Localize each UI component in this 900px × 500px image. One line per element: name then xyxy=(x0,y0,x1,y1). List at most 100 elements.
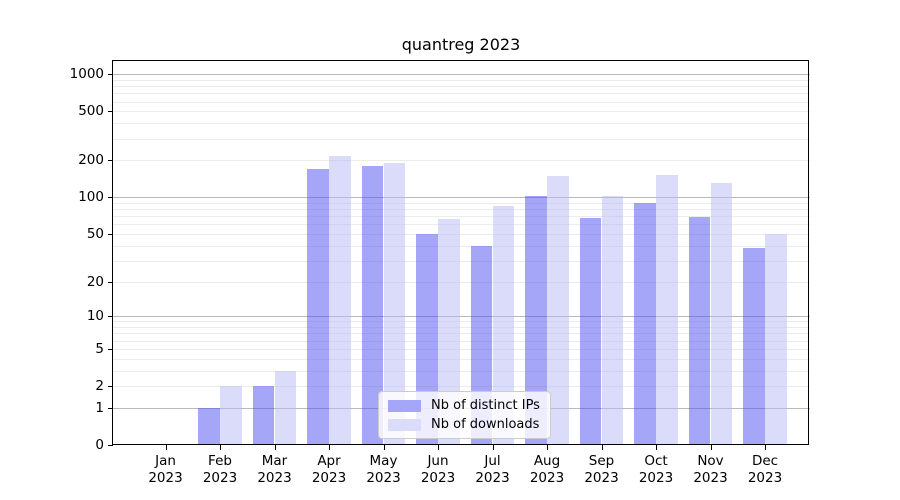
gridline-minor-6 xyxy=(112,340,810,342)
gridline-minor-3 xyxy=(112,370,810,372)
bar-downloads-jun xyxy=(438,219,460,445)
gridline-minor-9 xyxy=(112,321,810,323)
x-tick-jan xyxy=(165,445,167,450)
bar-downloads-apr xyxy=(329,155,351,445)
gridline-minor-700 xyxy=(112,93,810,95)
x-tick-aug xyxy=(547,445,548,450)
x-tick-label-feb: Feb 2023 xyxy=(202,453,238,486)
y-tick-label-50: 50 xyxy=(86,225,104,242)
gridline-minor-2 xyxy=(112,386,810,387)
bar-downloads-nov xyxy=(710,183,733,445)
gridline-minor-5 xyxy=(112,348,810,350)
x-tick-label-aug: Aug 2023 xyxy=(529,453,565,486)
bar-ips-sep xyxy=(579,217,602,445)
y-tick-label-10: 10 xyxy=(86,308,104,325)
x-tick-label-oct: Oct 2023 xyxy=(638,453,674,486)
y-tick-10 xyxy=(107,316,113,318)
x-tick-jul xyxy=(492,445,494,450)
bar-ips-aug xyxy=(525,195,547,445)
gridline-minor-400 xyxy=(112,123,810,125)
y-tick-5 xyxy=(107,348,113,350)
gridline-minor-8 xyxy=(112,327,810,328)
y-tick-label-20: 20 xyxy=(86,273,104,290)
x-tick-nov xyxy=(710,445,712,450)
y-tick-0 xyxy=(107,445,113,446)
x-tick-label-sep: Sep 2023 xyxy=(584,453,619,486)
y-tick-label-500: 500 xyxy=(78,103,104,120)
gridline-minor-7 xyxy=(112,333,810,335)
x-tick-apr xyxy=(329,445,330,450)
y-tick-200 xyxy=(107,160,113,162)
gridline-minor-20 xyxy=(112,281,810,283)
gridline-major-1000 xyxy=(112,74,810,76)
gridline-minor-300 xyxy=(112,138,810,140)
gridline-minor-800 xyxy=(112,86,810,87)
bar-downloads-mar xyxy=(274,370,297,445)
gridline-minor-500 xyxy=(112,111,810,113)
gridline-minor-4 xyxy=(112,358,810,360)
x-tick-label-mar: Mar 2023 xyxy=(257,453,292,486)
x-tick-label-apr: Apr 2023 xyxy=(311,453,347,486)
x-tick-may xyxy=(383,445,385,450)
x-tick-mar xyxy=(274,445,276,450)
legend-label-ips: Nb of distinct IPs xyxy=(431,398,540,413)
gridline-minor-30 xyxy=(112,260,810,262)
gridline-minor-50 xyxy=(112,233,810,235)
x-tick-label-jul: Jul 2023 xyxy=(475,453,510,486)
x-tick-label-nov: Nov 2023 xyxy=(693,453,728,486)
legend-swatch-downloads-icon xyxy=(388,418,421,431)
y-tick-1000 xyxy=(107,74,113,76)
y-tick-1 xyxy=(107,407,113,409)
y-tick-20 xyxy=(107,281,113,283)
gridline-major-10 xyxy=(112,316,810,318)
gridline-minor-60 xyxy=(112,224,810,226)
y-tick-50 xyxy=(107,233,113,235)
x-tick-feb xyxy=(220,445,221,450)
bar-ips-feb xyxy=(198,407,220,445)
bar-ips-apr xyxy=(307,168,329,445)
legend-item-downloads: Nb of downloads xyxy=(388,417,540,432)
bar-ips-mar xyxy=(252,386,275,445)
gridline-major-100 xyxy=(112,197,810,199)
y-tick-2 xyxy=(107,386,113,387)
bar-ips-oct xyxy=(634,202,656,445)
y-tick-100 xyxy=(107,197,113,199)
x-tick-jun xyxy=(438,445,439,450)
gridline-minor-90 xyxy=(112,202,810,204)
legend-label-downloads: Nb of downloads xyxy=(431,417,540,432)
bar-downloads-may xyxy=(383,162,406,445)
x-tick-sep xyxy=(601,445,603,450)
gridline-minor-200 xyxy=(112,160,810,162)
y-tick-500 xyxy=(107,111,113,113)
bar-downloads-aug xyxy=(547,176,569,445)
legend-item-distinct-ips: Nb of distinct IPs xyxy=(388,398,540,413)
x-tick-label-may: May 2023 xyxy=(366,453,401,486)
legend-swatch-ips-icon xyxy=(388,399,421,412)
gridline-minor-70 xyxy=(112,216,810,218)
bar-downloads-dec xyxy=(765,233,787,445)
y-tick-label-1: 1 xyxy=(95,399,104,416)
legend: Nb of distinct IPs Nb of downloads xyxy=(378,391,551,439)
bar-ips-nov xyxy=(688,216,711,445)
y-tick-label-200: 200 xyxy=(78,152,104,169)
bar-downloads-feb xyxy=(220,386,242,445)
y-tick-label-5: 5 xyxy=(95,340,104,357)
y-tick-label-100: 100 xyxy=(78,189,104,206)
x-tick-label-jun: Jun 2023 xyxy=(420,453,456,486)
bar-ips-dec xyxy=(743,248,765,445)
gridline-minor-600 xyxy=(112,101,810,103)
y-tick-label-1000: 1000 xyxy=(69,66,104,83)
gridline-minor-80 xyxy=(112,209,810,211)
gridline-minor-40 xyxy=(112,245,810,247)
x-tick-label-dec: Dec 2023 xyxy=(747,453,783,486)
x-tick-label-jan: Jan 2023 xyxy=(148,453,183,486)
bar-downloads-sep xyxy=(601,195,624,445)
gridline-minor-900 xyxy=(112,79,810,81)
bar-downloads-oct xyxy=(656,175,678,445)
y-tick-label-2: 2 xyxy=(95,378,104,394)
y-tick-label-0: 0 xyxy=(95,437,104,453)
bar-downloads-jul xyxy=(492,205,515,445)
x-tick-dec xyxy=(765,445,766,450)
chart-title: quantreg 2023 xyxy=(401,35,521,54)
